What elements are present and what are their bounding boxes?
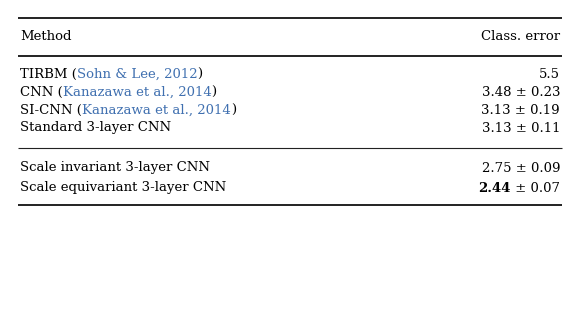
Text: 5.5: 5.5 <box>539 67 560 80</box>
Text: Class. error: Class. error <box>481 30 560 42</box>
Text: ± 0.07: ± 0.07 <box>511 182 560 194</box>
Text: Scale equivariant 3-layer CNN: Scale equivariant 3-layer CNN <box>20 182 226 194</box>
Text: Kanazawa et al., 2014: Kanazawa et al., 2014 <box>63 85 211 99</box>
Text: SI-CNN (: SI-CNN ( <box>20 104 82 116</box>
Text: ): ) <box>230 104 236 116</box>
Text: 3.13 ± 0.11: 3.13 ± 0.11 <box>482 121 560 134</box>
Text: ): ) <box>198 67 203 80</box>
Text: Sohn & Lee, 2012: Sohn & Lee, 2012 <box>77 67 198 80</box>
Text: Scale invariant 3-layer CNN: Scale invariant 3-layer CNN <box>20 162 210 174</box>
Text: Standard 3-layer CNN: Standard 3-layer CNN <box>20 121 171 134</box>
Text: CNN (: CNN ( <box>20 85 63 99</box>
Text: 2.75 ± 0.09: 2.75 ± 0.09 <box>482 162 560 174</box>
Text: TIRBM (: TIRBM ( <box>20 67 77 80</box>
Text: 2.44: 2.44 <box>479 182 511 194</box>
Text: 3.48 ± 0.23: 3.48 ± 0.23 <box>482 85 560 99</box>
Text: Kanazawa et al., 2014: Kanazawa et al., 2014 <box>82 104 230 116</box>
Text: Method: Method <box>20 30 71 42</box>
Text: ): ) <box>211 85 217 99</box>
Text: 3.13 ± 0.19: 3.13 ± 0.19 <box>482 104 560 116</box>
